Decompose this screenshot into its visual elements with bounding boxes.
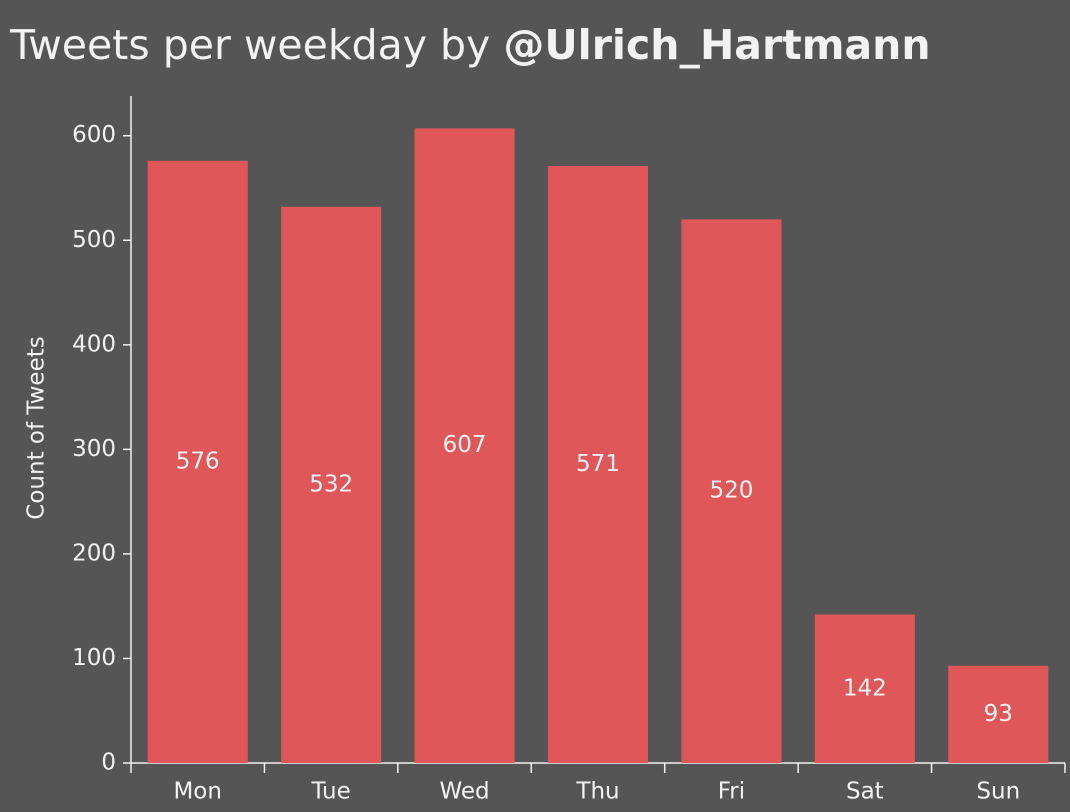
x-tick-label: Fri — [718, 779, 745, 805]
y-tick-label: 200 — [72, 540, 116, 566]
y-tick-label: 500 — [72, 227, 116, 253]
value-label: 571 — [576, 451, 620, 477]
y-tick-label: 0 — [101, 750, 116, 776]
value-label: 142 — [843, 675, 887, 701]
y-tick-label: 400 — [72, 331, 116, 357]
y-axis-label: Count of Tweets — [24, 336, 50, 519]
bar — [814, 614, 915, 763]
bar — [948, 665, 1049, 763]
bar — [681, 219, 782, 763]
y-tick-label: 100 — [72, 645, 116, 671]
x-tick-label: Mon — [173, 779, 222, 805]
x-tick-label: Tue — [310, 779, 350, 805]
value-label: 607 — [443, 432, 487, 458]
bar — [281, 206, 382, 763]
bar — [147, 160, 248, 763]
y-tick-label: 600 — [72, 122, 116, 148]
bar — [414, 128, 515, 764]
value-label: 576 — [176, 448, 220, 474]
value-label: 520 — [709, 478, 753, 504]
value-label: 532 — [309, 471, 353, 497]
y-tick-label: 300 — [72, 436, 116, 462]
x-tick-label: Thu — [575, 779, 619, 805]
bar — [547, 166, 649, 763]
x-tick-label: Wed — [439, 779, 489, 805]
title-handle: @Ulrich_Hartmann — [503, 21, 930, 69]
x-tick-label: Sat — [846, 779, 884, 805]
x-tick-label: Sun — [976, 779, 1020, 805]
chart-title: Tweets per weekday by @Ulrich_Hartmann — [9, 21, 931, 69]
value-label: 93 — [984, 701, 1013, 727]
title-text: Tweets per weekday by — [9, 21, 490, 69]
